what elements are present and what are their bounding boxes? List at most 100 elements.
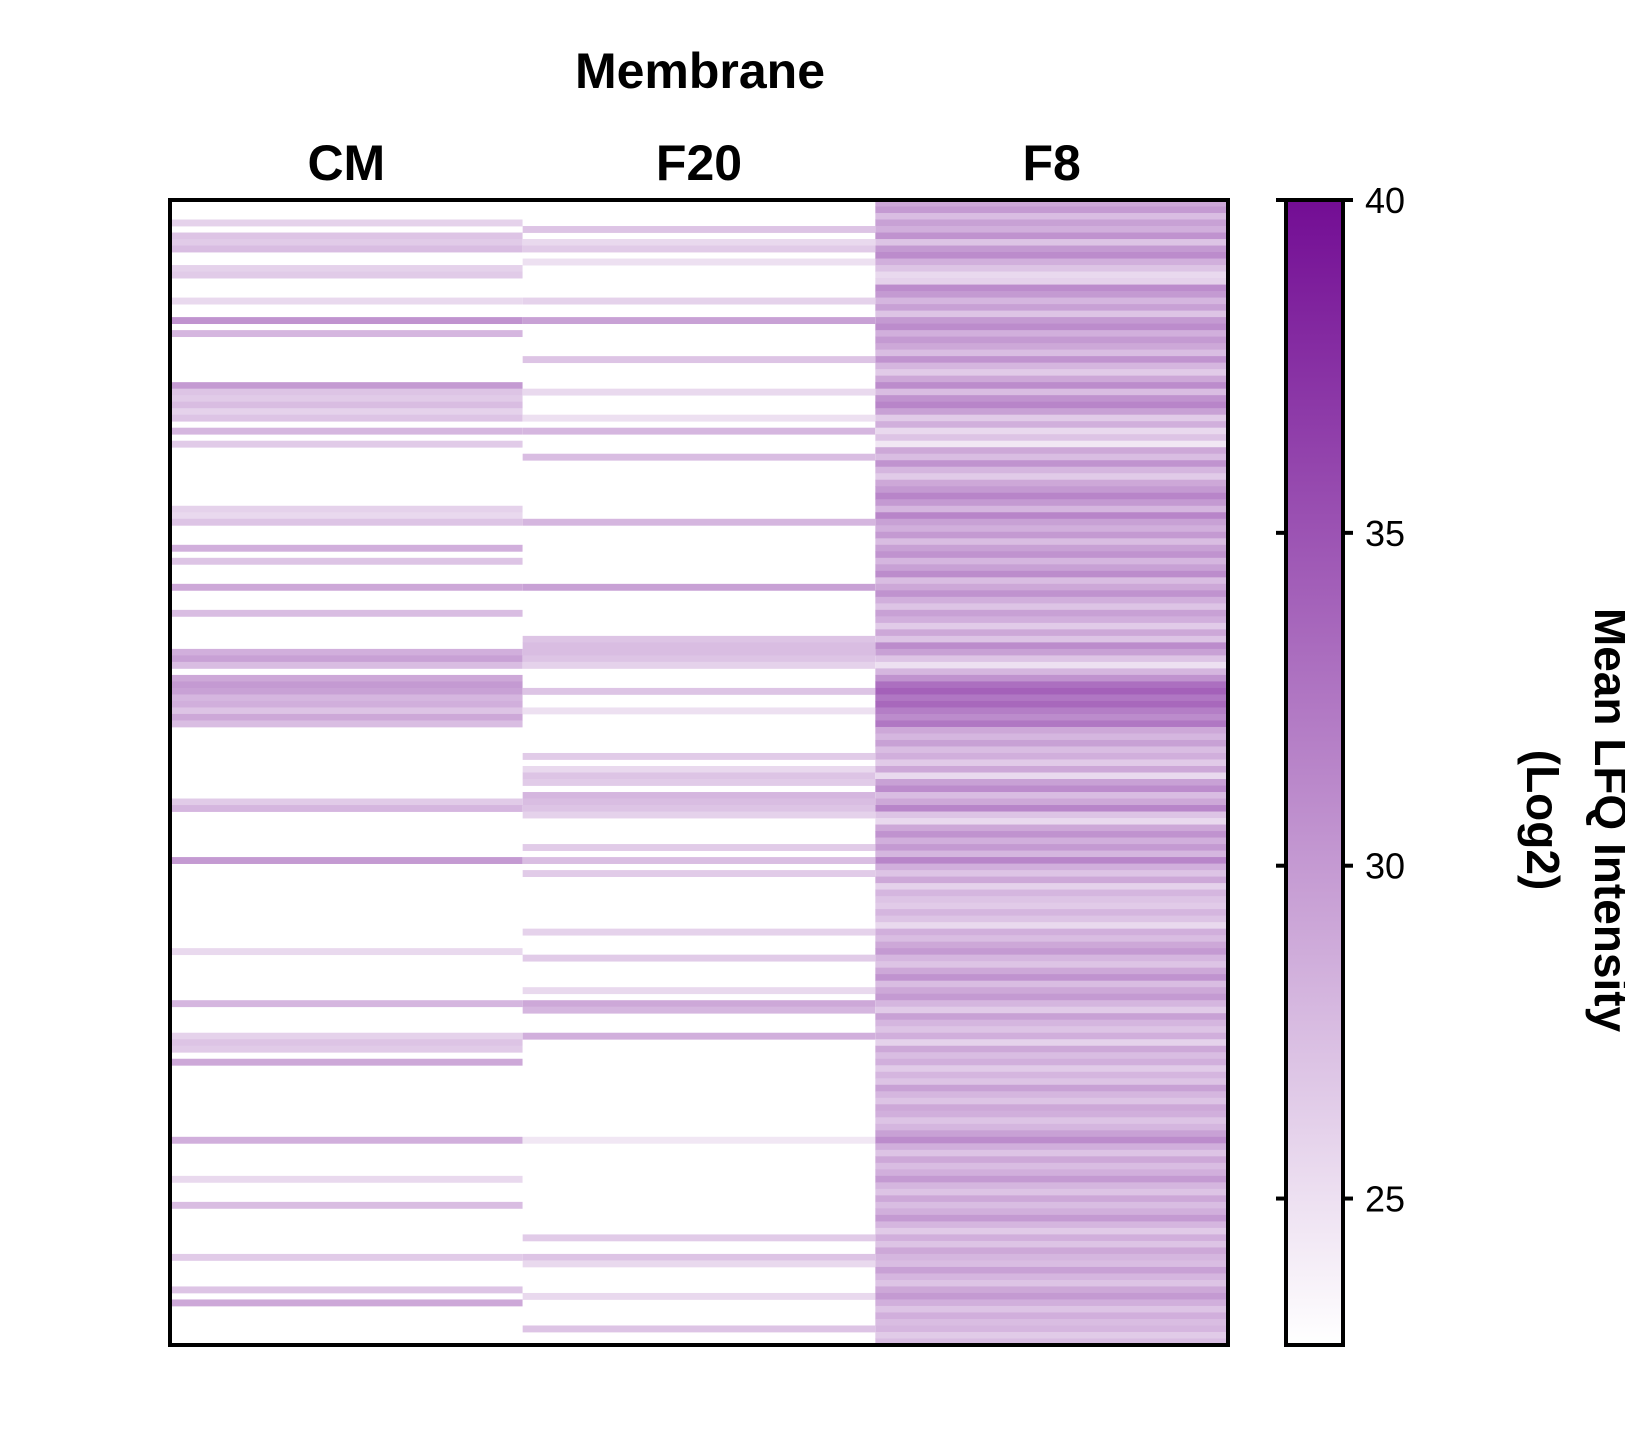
heatmap-cell-f8-row-172 [875,1318,1228,1326]
heatmap-cell-f8-row-84 [875,746,1228,754]
heatmap-cell-f8-row-125 [875,1013,1228,1021]
heatmap-cell-f8-row-150 [875,1175,1228,1183]
heatmap-cell-f8-row-116 [875,954,1228,962]
heatmap-cell-f8-row-73 [875,674,1228,682]
heatmap-cell-f8-row-6 [875,239,1228,246]
heatmap-cell-cm-row-130 [170,1045,523,1053]
heatmap-cell-cm-row-73 [170,674,523,682]
heatmap-cell-f8-row-165 [875,1273,1228,1281]
heatmap-cell-f20-row-49 [522,518,876,526]
heatmap-cell-cm-row-63 [170,609,523,617]
heatmap-cell-f8-row-113 [875,935,1228,943]
heatmap-cell-f20-row-121 [522,987,876,995]
heatmap-cell-cm-row-101 [170,857,523,864]
heatmap-cell-f8-row-46 [875,499,1228,507]
heatmap-cell-f8-row-82 [875,733,1228,741]
heatmap-cell-f8-row-104 [875,876,1228,884]
heatmap-cell-f8-row-67 [875,635,1228,643]
heatmap-cell-f20-row-33 [522,414,876,422]
heatmap-cell-f8-row-157 [875,1221,1228,1229]
heatmap-cells [170,200,1228,1346]
heatmap-cell-cm-row-92 [170,798,523,806]
heatmap-cell-cm-row-55 [170,557,523,565]
heatmap-cell-cm-row-30 [170,395,523,403]
heatmap-cell-cm-row-93 [170,805,523,812]
heatmap-cell-cm-row-167 [170,1286,523,1294]
heatmap-cell-cm-row-10 [170,265,523,272]
heatmap-cell-f8-row-130 [875,1045,1228,1053]
heatmap-cell-f8-row-44 [875,486,1228,494]
heatmap-cell-f8-row-96 [875,824,1228,832]
heatmap-cell-f8-row-91 [875,792,1228,799]
heatmap-cell-f20-row-39 [522,453,876,461]
heatmap-cell-f8-row-53 [875,544,1228,552]
heatmap-cell-f8-row-58 [875,577,1228,585]
heatmap-cell-cm-row-69 [170,648,523,656]
heatmap-cell-f8-row-120 [875,980,1228,988]
heatmap-cell-f8-row-149 [875,1169,1228,1177]
heatmap-cell-f8-row-5 [875,232,1228,240]
heatmap-cell-cm-row-123 [170,1000,523,1008]
heatmap-cell-cm-row-162 [170,1253,523,1261]
heatmap-cell-f8-row-16 [875,304,1228,311]
heatmap-cell-f8-row-52 [875,538,1228,546]
heatmap-cell-f8-row-15 [875,297,1228,305]
heatmap-cell-f8-row-138 [875,1097,1228,1105]
heatmap-cell-f8-row-30 [875,395,1228,403]
heatmap-cell-f8-row-34 [875,421,1228,429]
heatmap-cell-f8-row-107 [875,896,1228,904]
heatmap-cell-f8-row-127 [875,1026,1228,1034]
heatmap-cell-cm-row-128 [170,1032,523,1040]
heatmap-cell-f20-row-103 [522,870,876,877]
heatmap-cell-f8-row-175 [875,1338,1228,1346]
heatmap-cell-cm-row-169 [170,1299,523,1307]
heatmap-cell-f8-row-145 [875,1143,1228,1151]
heatmap-cell-f8-row-131 [875,1052,1228,1060]
heatmap-cell-f8-row-1 [875,206,1228,214]
heatmap-cell-f20-row-91 [522,792,876,799]
heatmap-cell-cm-row-28 [170,382,523,390]
heatmap-cell-f8-row-174 [875,1331,1228,1339]
heatmap-cell-f20-row-88 [522,772,876,780]
heatmap-cell-cm-row-78 [170,707,523,715]
heatmap-cell-f8-row-146 [875,1149,1228,1157]
heatmap-cell-f8-row-28 [875,382,1228,390]
heatmap-cell-f8-row-48 [875,512,1228,520]
heatmap-cell-f20-row-7 [522,245,876,253]
heatmap-cell-f8-row-17 [875,310,1228,318]
heatmap-cell-f8-row-140 [875,1110,1228,1118]
heatmap-cell-f8-row-168 [875,1292,1228,1300]
heatmap-cell-f8-row-164 [875,1266,1228,1274]
heatmap-cell-f8-row-108 [875,902,1228,910]
heatmap-cell-f20-row-59 [522,583,876,591]
heatmap-cell-f8-row-81 [875,726,1228,734]
heatmap-cell-f8-row-74 [875,681,1228,689]
heatmap-cell-f20-row-159 [522,1234,876,1242]
heatmap-cell-f8-row-2 [875,213,1228,220]
heatmap-cell-f8-row-77 [875,700,1228,708]
heatmap-cell-f8-row-133 [875,1065,1228,1073]
heatmap-cell-f8-row-148 [875,1162,1228,1170]
heatmap-cell-f20-row-93 [522,805,876,812]
heatmap-cell-f8-row-132 [875,1058,1228,1066]
column-labels: CM F20 F8 [307,135,1080,191]
heatmap-cell-f8-row-93 [875,805,1228,812]
colorbar-ticks: 25 30 35 40 [1276,180,1405,1220]
heatmap-cell-f8-row-47 [875,505,1228,513]
heatmap-cell-f20-row-67 [522,635,876,643]
colorbar-tick-label-40: 40 [1365,180,1405,221]
heatmap-cell-f8-row-158 [875,1227,1228,1235]
heatmap-cell-f8-row-61 [875,596,1228,604]
heatmap-cell-cm-row-150 [170,1175,523,1183]
heatmap-cell-f8-row-169 [875,1299,1228,1307]
heatmap-cell-f8-row-156 [875,1214,1228,1222]
heatmap-cell-f8-row-98 [875,837,1228,845]
heatmap-cell-f8-row-154 [875,1201,1228,1209]
heatmap-cell-cm-row-77 [170,700,523,708]
heatmap-cell-f20-row-168 [522,1292,876,1300]
heatmap-cell-f20-row-144 [522,1136,876,1144]
heatmap-cell-f20-row-18 [522,317,876,325]
heatmap-cell-cm-row-74 [170,681,523,689]
heatmap-cell-cm-row-32 [170,408,523,416]
